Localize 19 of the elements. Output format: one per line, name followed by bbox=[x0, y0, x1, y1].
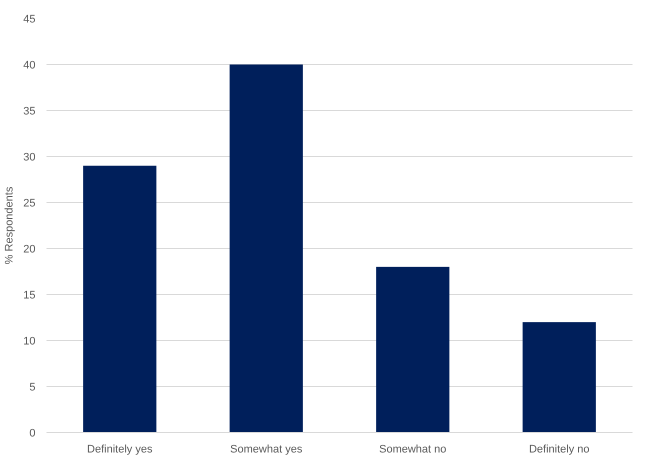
y-tick-label: 45 bbox=[23, 14, 36, 26]
y-tick-label: 5 bbox=[29, 382, 36, 394]
y-tick-label: 20 bbox=[23, 244, 36, 256]
x-tick-label: Definitely no bbox=[528, 444, 590, 456]
y-tick-label: 25 bbox=[23, 198, 36, 210]
y-tick-label: 40 bbox=[23, 60, 36, 72]
x-tick-label: Definitely yes bbox=[87, 444, 153, 456]
y-tick-label: 30 bbox=[23, 152, 36, 164]
bar bbox=[522, 322, 596, 432]
x-tick-label: Somewhat yes bbox=[230, 444, 303, 456]
y-axis-title: % Respondents bbox=[3, 186, 16, 264]
y-tick-label: 10 bbox=[23, 336, 36, 348]
x-tick-label: Somewhat no bbox=[379, 444, 446, 456]
y-tick-label: 35 bbox=[23, 106, 36, 118]
bar bbox=[376, 266, 450, 432]
y-tick-label: 0 bbox=[29, 428, 36, 440]
bar bbox=[230, 64, 303, 432]
y-tick-label: 15 bbox=[23, 290, 36, 302]
bar bbox=[83, 166, 156, 432]
